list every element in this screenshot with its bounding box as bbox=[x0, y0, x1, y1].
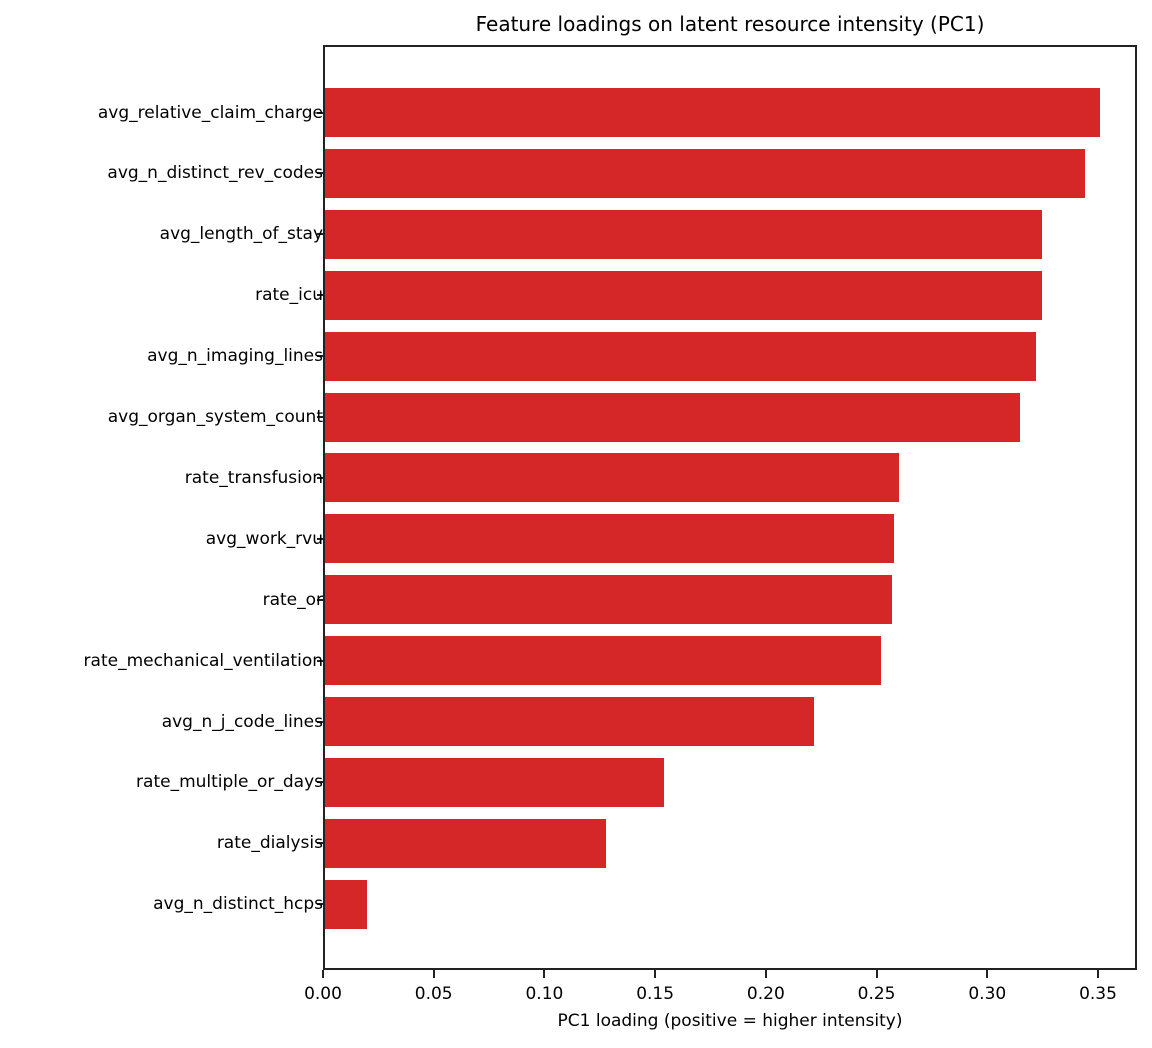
x-tick bbox=[432, 970, 435, 978]
y-tick bbox=[317, 842, 324, 845]
bar bbox=[325, 392, 1021, 442]
y-tick bbox=[317, 294, 324, 297]
y-tick bbox=[317, 172, 324, 175]
x-tick-label: 0.05 bbox=[414, 984, 453, 1004]
bar bbox=[325, 88, 1101, 137]
y-tick bbox=[317, 233, 324, 236]
x-tick bbox=[1097, 970, 1100, 978]
y-tick-label: avg_work_rvu bbox=[205, 528, 323, 549]
x-tick-label: 0.25 bbox=[857, 984, 896, 1004]
y-tick-label: avg_relative_claim_charge bbox=[97, 102, 323, 123]
bar bbox=[325, 575, 892, 625]
y-tick-label: avg_length_of_stay bbox=[159, 224, 323, 245]
y-tick-label: rate_icu bbox=[255, 285, 323, 306]
y-tick bbox=[317, 598, 324, 601]
plot-area bbox=[317, 45, 1137, 970]
y-tick bbox=[317, 720, 324, 723]
bar bbox=[325, 453, 899, 503]
y-tick bbox=[317, 659, 324, 662]
y-tick bbox=[317, 476, 324, 479]
y-tick-label: avg_n_j_code_lines bbox=[161, 711, 323, 732]
x-tick bbox=[654, 970, 657, 978]
bar bbox=[325, 148, 1085, 198]
bar bbox=[325, 879, 368, 929]
bar bbox=[325, 270, 1043, 320]
y-tick-label: rate_dialysis bbox=[216, 833, 323, 854]
y-tick-label: avg_organ_system_count bbox=[107, 407, 323, 427]
y-tick bbox=[317, 416, 324, 418]
x-tick bbox=[986, 970, 989, 978]
y-tick-label: rate_transfusion bbox=[184, 467, 323, 488]
bar bbox=[325, 331, 1036, 381]
y-tick bbox=[317, 355, 324, 358]
bar bbox=[325, 636, 881, 686]
x-tick bbox=[543, 970, 546, 978]
x-tick bbox=[764, 970, 767, 978]
bar bbox=[325, 818, 607, 868]
y-tick-label: rate_or bbox=[262, 589, 323, 610]
x-tick-label: 0.15 bbox=[636, 984, 675, 1004]
x-tick-label: 0.35 bbox=[1079, 984, 1117, 1004]
y-tick-label: avg_n_imaging_lines bbox=[147, 346, 323, 367]
x-tick-label: 0.00 bbox=[304, 984, 342, 1004]
chart-title: Feature loadings on latent resource inte… bbox=[475, 12, 985, 36]
y-tick bbox=[317, 903, 324, 906]
bar bbox=[325, 757, 664, 807]
x-tick bbox=[322, 970, 324, 978]
y-tick-label: rate_multiple_or_days bbox=[136, 772, 323, 793]
y-tick-label: avg_n_distinct_rev_codes bbox=[107, 163, 323, 184]
x-axis-label: PC1 loading (positive = higher intensity… bbox=[557, 1011, 903, 1031]
x-tick bbox=[875, 970, 878, 978]
y-tick-label: avg_n_distinct_hcps bbox=[153, 894, 323, 915]
x-tick-label: 0.10 bbox=[525, 984, 564, 1004]
x-tick-label: 0.20 bbox=[746, 984, 785, 1004]
bar bbox=[325, 209, 1043, 259]
y-tick bbox=[317, 111, 324, 114]
x-tick-label: 0.30 bbox=[968, 984, 1007, 1004]
y-tick bbox=[317, 781, 324, 784]
bar bbox=[325, 514, 895, 564]
bar bbox=[325, 697, 815, 746]
y-tick-label: rate_mechanical_ventilation bbox=[83, 650, 323, 671]
y-tick bbox=[317, 537, 324, 540]
